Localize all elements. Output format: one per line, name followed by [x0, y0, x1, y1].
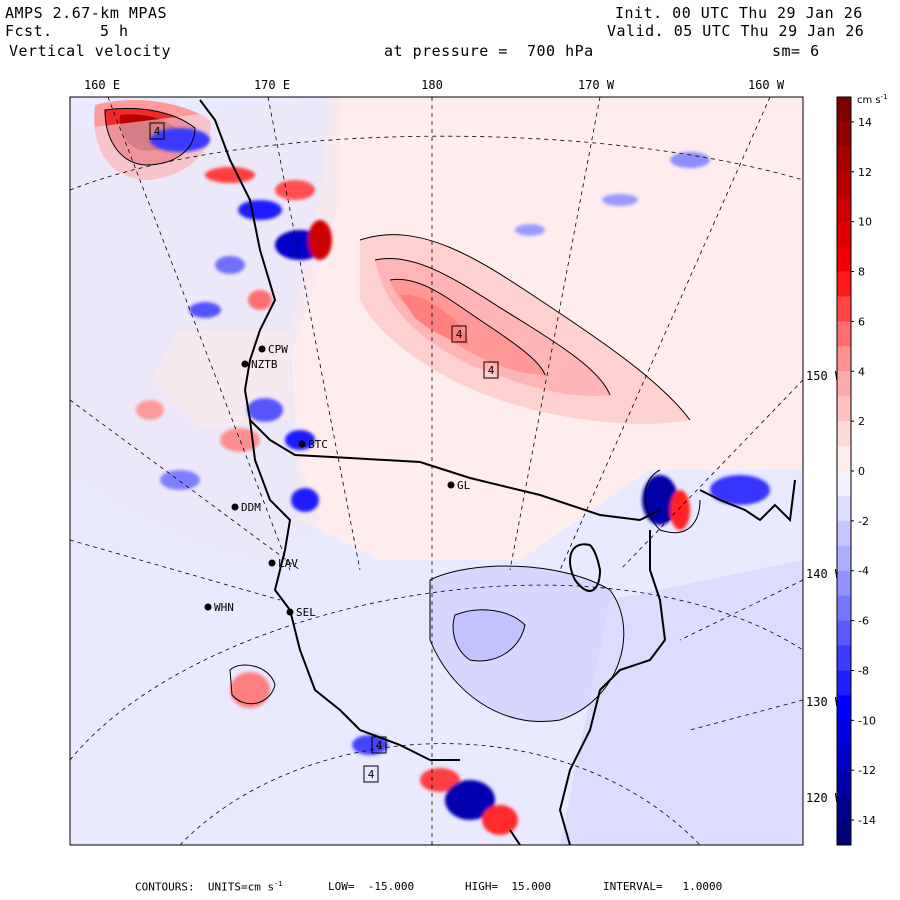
- field-name: Vertical velocity: [9, 42, 172, 60]
- colorbar-swatch: [837, 795, 851, 821]
- contour-label: 4: [456, 328, 463, 341]
- colorbar-tick-label: -2: [858, 515, 869, 528]
- colorbar-swatch: [837, 97, 851, 123]
- colorbar-tick-label: 2: [858, 415, 865, 428]
- footer-high: HIGH= 15.000: [465, 880, 552, 893]
- colorbar-swatch: [837, 520, 851, 547]
- colorbar-swatch: [837, 595, 851, 622]
- station-marker: [268, 559, 276, 567]
- colorbar-swatch: [837, 396, 851, 422]
- colorbar-tick-label: -4: [858, 565, 869, 578]
- lon-axis-label: 170 W: [578, 78, 615, 92]
- colorbar-swatch: [837, 645, 851, 671]
- colorbar-swatch: [837, 421, 851, 447]
- contour-label: 4: [154, 125, 161, 138]
- forecast-label: Fcst.: [5, 22, 53, 40]
- colorbar-tick-label: 4: [858, 365, 865, 378]
- colorbar-swatch: [837, 495, 851, 522]
- colorbar-tick-label: -10: [858, 714, 876, 727]
- colorbar-units: cm s-1: [857, 93, 888, 106]
- lat-axis-label: 150 W: [806, 369, 843, 383]
- colorbar-swatch: [837, 146, 851, 173]
- colorbar-tick-label: 6: [858, 315, 865, 328]
- colorbar-swatch: [837, 271, 851, 297]
- colorbar-swatch: [837, 221, 851, 248]
- station-marker: [204, 603, 212, 611]
- station-label: WHN: [214, 601, 234, 614]
- colorbar-swatch: [837, 196, 851, 223]
- colorbar-tick-label: 8: [858, 266, 865, 279]
- colorbar-swatch: [837, 770, 851, 796]
- station-marker: [298, 440, 306, 448]
- lat-axis-label: 120 W: [806, 791, 843, 805]
- contour-label-box: [363, 765, 379, 783]
- colorbar-tick-label: -12: [858, 764, 876, 777]
- station-label: DDM: [241, 501, 261, 514]
- contour-label-box: [149, 122, 165, 140]
- colorbar-tick-label: 12: [858, 166, 872, 179]
- colorbar-swatch: [837, 720, 851, 746]
- colorbar-swatch: [837, 246, 851, 273]
- colorbar-tick-label: -14: [858, 814, 876, 827]
- station-label: SEL: [296, 606, 316, 619]
- init-time: Init. 00 UTC Thu 29 Jan 26: [615, 4, 863, 22]
- colorbar-swatch: [837, 545, 851, 572]
- station-label: BTC: [308, 438, 328, 451]
- colorbar-swatch: [837, 171, 851, 198]
- colorbar-tick-label: 10: [858, 216, 872, 229]
- colorbar-tick-label: 14: [858, 116, 872, 129]
- colorbar-swatch: [837, 371, 851, 397]
- station-marker: [286, 608, 294, 616]
- colorbar-swatch: [837, 620, 851, 647]
- lon-axis-label: 180: [421, 78, 443, 92]
- contour-label-box: [451, 325, 467, 343]
- valid-time: Valid. 05 UTC Thu 29 Jan 26: [607, 22, 865, 40]
- colorbar-swatch: [837, 121, 851, 148]
- colorbar-swatch: [837, 446, 851, 472]
- forecast-hours: 5 h: [100, 22, 129, 40]
- lon-axis-label: 160 W: [748, 78, 785, 92]
- station-marker: [447, 481, 455, 489]
- lat-axis-label: 130 W: [806, 695, 843, 709]
- colorbar-swatch: [837, 570, 851, 597]
- station-label: NZTB: [251, 358, 278, 371]
- colorbar-tick-label: -6: [858, 615, 869, 628]
- lon-axis-label: 170 E: [254, 78, 290, 92]
- station-marker: [258, 345, 266, 353]
- map-frame: [69, 96, 804, 846]
- colorbar-swatch: [837, 346, 851, 372]
- contour-label-box: [483, 361, 499, 379]
- station-label: CPW: [268, 343, 288, 356]
- colorbar-swatch: [837, 471, 851, 497]
- colorbar-swatch: [837, 670, 851, 696]
- station-label: LAV: [278, 557, 298, 570]
- contour-label: 4: [488, 364, 495, 377]
- footer-contours: CONTOURS: UNITS=cm s-1: [135, 880, 283, 894]
- contour-label-box: [371, 736, 387, 754]
- colorbar-swatch: [837, 820, 851, 846]
- colorbar-swatch: [837, 321, 851, 347]
- colorbar-swatch: [837, 296, 851, 322]
- contour-label: 4: [368, 768, 375, 781]
- lat-axis-label: 140 W: [806, 567, 843, 581]
- pressure-level: at pressure = 700 hPa: [384, 42, 594, 60]
- colorbar-swatch: [837, 745, 851, 771]
- map-field: [70, 97, 803, 845]
- station-label: GL: [457, 479, 471, 492]
- colorbar: [836, 96, 852, 846]
- station-marker: [231, 503, 239, 511]
- model-title: AMPS 2.67-km MPAS: [5, 4, 168, 22]
- lon-axis-label: 160 E: [84, 78, 120, 92]
- footer-interval: INTERVAL= 1.0000: [603, 880, 723, 893]
- footer-low: LOW= -15.000: [328, 880, 415, 893]
- colorbar-swatch: [837, 695, 851, 721]
- colorbar-tick-label: 0: [858, 465, 865, 478]
- colorbar-tick-label: -8: [858, 664, 869, 677]
- smoothing: sm= 6: [772, 42, 820, 60]
- station-marker: [241, 360, 249, 368]
- contour-label: 4: [376, 739, 383, 752]
